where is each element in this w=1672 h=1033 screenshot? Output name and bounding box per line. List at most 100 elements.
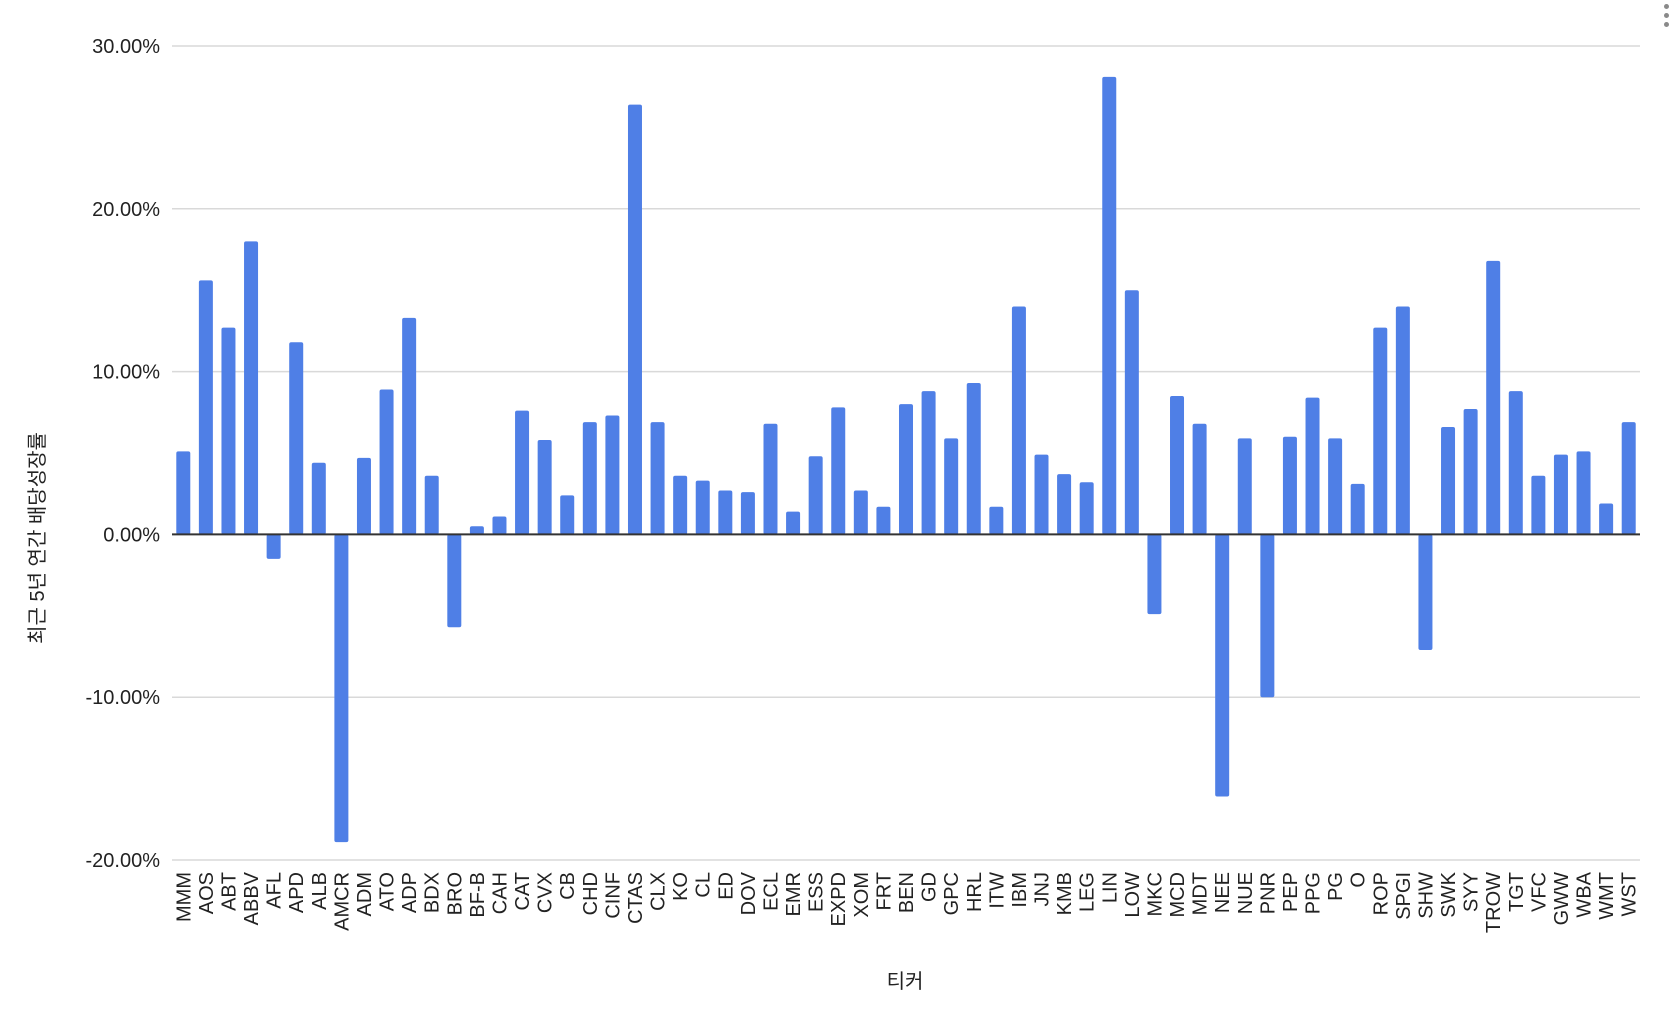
bar-aos[interactable] <box>198 280 213 535</box>
bar-mkc[interactable] <box>1147 534 1162 615</box>
x-tick-label: CINF <box>602 872 624 919</box>
bar-dov[interactable] <box>740 492 755 535</box>
x-tick-label: NEE <box>1212 872 1234 913</box>
bar-adp[interactable] <box>402 317 417 535</box>
y-tick-label: 0.00% <box>103 524 160 546</box>
bar-vfc[interactable] <box>1531 475 1546 535</box>
x-tick-label: BEN <box>896 872 918 913</box>
bar-emr[interactable] <box>786 511 801 535</box>
bar-hrl[interactable] <box>966 382 981 535</box>
bar-frt[interactable] <box>876 506 891 535</box>
bar-jnj[interactable] <box>1034 454 1049 535</box>
bar-ben[interactable] <box>898 404 914 535</box>
bar-mcd[interactable] <box>1170 396 1185 535</box>
bar-pg[interactable] <box>1328 438 1343 535</box>
bar-o[interactable] <box>1350 483 1365 535</box>
bar-ibm[interactable] <box>1011 306 1026 535</box>
bar-nue[interactable] <box>1237 438 1252 535</box>
bar-swk[interactable] <box>1441 426 1456 535</box>
bar-gww[interactable] <box>1553 454 1568 535</box>
x-tick-label: LOW <box>1122 872 1144 918</box>
x-tick-label: CLX <box>648 872 670 911</box>
more-options-icon[interactable] <box>1658 4 1672 30</box>
bar-wst[interactable] <box>1621 422 1636 535</box>
bar-amcr[interactable] <box>334 534 349 843</box>
bar-low[interactable] <box>1124 290 1139 535</box>
x-tick-label: ED <box>715 872 737 900</box>
x-tick-label: EMR <box>783 872 805 916</box>
bar-ppg[interactable] <box>1305 397 1320 535</box>
bar-mmm[interactable] <box>176 451 191 535</box>
bar-tgt[interactable] <box>1508 391 1523 535</box>
x-tick-label: GWW <box>1551 872 1573 925</box>
bar-gpc[interactable] <box>944 438 959 535</box>
x-tick-labels: MMM AOS ABT ABBV AFL APD ALB AMCR ADM ATO ADP BDX BR… <box>173 871 1640 933</box>
bar-cat[interactable] <box>515 410 530 535</box>
x-tick-label: ABBV <box>241 871 263 925</box>
y-tick-label: -20.00% <box>86 850 161 872</box>
x-tick-label: O <box>1348 872 1370 888</box>
bar-adm[interactable] <box>356 457 371 535</box>
bar-wmt[interactable] <box>1599 503 1614 535</box>
bar-abbv[interactable] <box>244 241 259 535</box>
bar-ato[interactable] <box>379 389 394 535</box>
x-tick-label: WBA <box>1574 871 1596 917</box>
bar-pnr[interactable] <box>1260 534 1275 698</box>
bar-cinf[interactable] <box>605 415 620 535</box>
bar-leg[interactable] <box>1079 482 1094 535</box>
bar-xom[interactable] <box>853 490 868 535</box>
x-tick-label: PG <box>1325 872 1347 901</box>
bar-ed[interactable] <box>718 490 733 535</box>
bar-pep[interactable] <box>1282 436 1297 535</box>
x-tick-label: SPGI <box>1393 872 1415 920</box>
x-tick-label: ADP <box>399 872 421 913</box>
bar-rop[interactable] <box>1373 327 1388 535</box>
bar-spgi[interactable] <box>1395 306 1410 535</box>
x-tick-label: SHW <box>1415 872 1437 919</box>
bar-kmb[interactable] <box>1057 474 1072 535</box>
bar-chd[interactable] <box>582 422 597 535</box>
bar-mdt[interactable] <box>1192 423 1207 535</box>
x-tick-label: MCD <box>1167 872 1189 918</box>
y-axis-title: 최근 5년 연간 배당성장률 <box>26 432 49 644</box>
bar-apd[interactable] <box>289 342 304 535</box>
bar-cvx[interactable] <box>537 439 552 535</box>
bar-clx[interactable] <box>650 422 665 535</box>
bar-bf-b[interactable] <box>469 526 484 535</box>
bar-bro[interactable] <box>447 534 462 628</box>
x-tick-label: AOS <box>196 872 218 914</box>
bar-ecl[interactable] <box>763 423 778 535</box>
x-tick-label: WST <box>1619 872 1641 916</box>
bar-shw[interactable] <box>1418 534 1433 650</box>
bar-trow[interactable] <box>1486 260 1501 535</box>
bar-gd[interactable] <box>921 391 936 535</box>
bar-afl[interactable] <box>266 534 281 559</box>
bar-ko[interactable] <box>673 475 688 535</box>
bar-cah[interactable] <box>492 516 507 535</box>
bar-expd[interactable] <box>831 407 846 535</box>
bar-cl[interactable] <box>695 480 710 535</box>
y-tick-labels: -20.00% -10.00% 0.00% 10.00% 20.00% 30.00% <box>86 36 161 872</box>
bar-ctas[interactable] <box>627 104 642 535</box>
bar-lin[interactable] <box>1102 76 1117 535</box>
bar-syy[interactable] <box>1463 409 1478 535</box>
bar-nee[interactable] <box>1215 534 1230 797</box>
y-tick-label: 10.00% <box>92 362 160 384</box>
bar-bdx[interactable] <box>424 475 439 535</box>
bar-cb[interactable] <box>560 495 575 535</box>
bar-wba[interactable] <box>1576 451 1591 535</box>
y-tick-label: -10.00% <box>86 687 161 709</box>
bar-abt[interactable] <box>221 327 236 535</box>
x-tick-label: BRO <box>444 872 466 915</box>
x-tick-label: MDT <box>1190 872 1212 915</box>
x-tick-label: ECL <box>760 872 782 911</box>
bar-ess[interactable] <box>808 456 823 535</box>
bar-itw[interactable] <box>989 506 1004 535</box>
x-tick-label: AFL <box>264 872 286 909</box>
x-tick-label: JNJ <box>1032 872 1054 906</box>
x-tick-label: CVX <box>535 872 557 913</box>
bar-alb[interactable] <box>311 462 326 535</box>
x-tick-label: FRT <box>873 872 895 911</box>
x-tick-label: PPG <box>1303 872 1325 914</box>
